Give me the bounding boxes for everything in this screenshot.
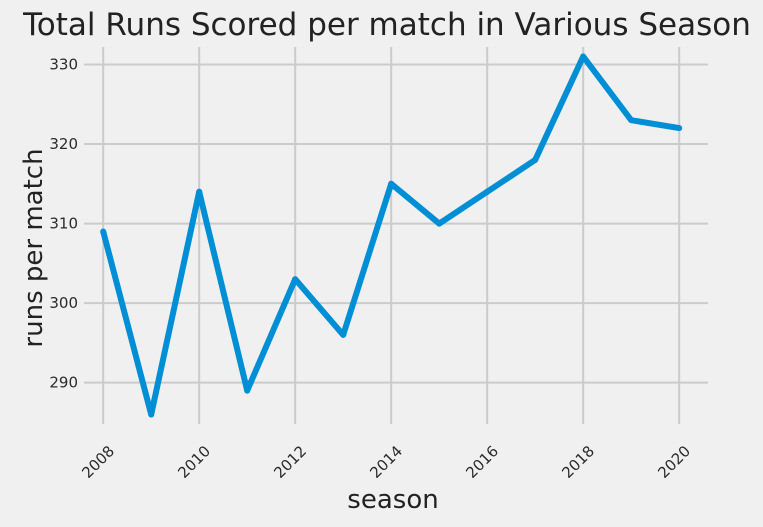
y-tick-labels: 290 300 310 320 330 <box>49 55 78 391</box>
data-point <box>676 125 683 132</box>
data-point <box>580 53 587 60</box>
y-tick-label: 310 <box>49 215 78 233</box>
y-tick-label: 290 <box>49 374 78 392</box>
y-axis-label: runs per match <box>19 148 49 347</box>
data-point <box>148 411 155 418</box>
series-group <box>100 53 683 418</box>
data-point <box>244 387 251 394</box>
data-point <box>484 188 491 195</box>
data-point <box>436 220 443 227</box>
data-point <box>196 188 203 195</box>
data-point <box>388 180 395 187</box>
y-tick-label: 300 <box>49 294 78 312</box>
data-point <box>628 117 635 124</box>
y-tick-label: 320 <box>49 135 78 153</box>
data-point <box>292 276 299 283</box>
x-axis-label: season <box>347 485 438 515</box>
grid-lines <box>84 47 708 424</box>
y-tick-label: 330 <box>49 55 78 73</box>
data-point <box>532 156 539 163</box>
chart-title: Total Runs Scored per match in Various S… <box>22 7 751 43</box>
data-point <box>100 228 107 235</box>
data-point <box>340 331 347 338</box>
